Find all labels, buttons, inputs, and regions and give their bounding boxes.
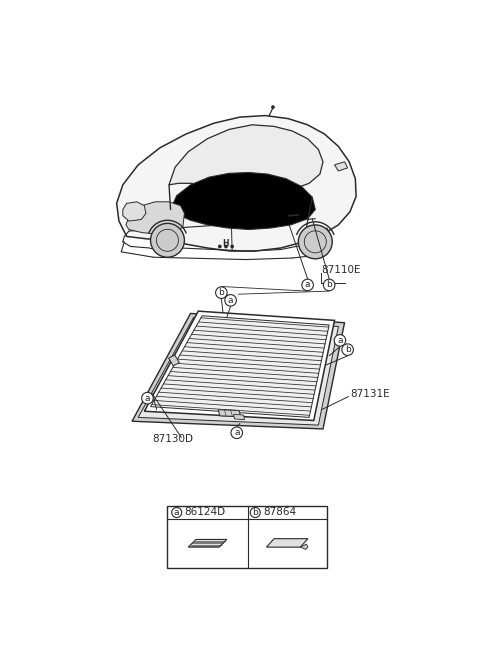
Circle shape xyxy=(250,508,260,517)
Circle shape xyxy=(231,246,233,248)
Polygon shape xyxy=(126,202,184,234)
Polygon shape xyxy=(123,202,146,221)
Text: a: a xyxy=(337,336,343,345)
Polygon shape xyxy=(170,172,315,229)
Text: 87130D: 87130D xyxy=(152,434,193,444)
Circle shape xyxy=(342,344,353,356)
Polygon shape xyxy=(300,544,308,550)
Polygon shape xyxy=(188,540,227,547)
Polygon shape xyxy=(138,317,338,425)
Text: b: b xyxy=(218,288,224,297)
Circle shape xyxy=(172,508,182,517)
Polygon shape xyxy=(218,409,240,417)
Text: a: a xyxy=(174,508,180,517)
Circle shape xyxy=(151,223,184,257)
Polygon shape xyxy=(132,314,345,429)
Circle shape xyxy=(225,246,227,248)
Polygon shape xyxy=(169,125,323,194)
Circle shape xyxy=(216,287,227,299)
Circle shape xyxy=(272,106,274,108)
Polygon shape xyxy=(151,316,329,417)
Text: 87131E: 87131E xyxy=(350,389,390,400)
Polygon shape xyxy=(234,415,244,420)
Text: a: a xyxy=(144,394,150,403)
Text: a: a xyxy=(305,280,311,290)
Text: b: b xyxy=(326,280,332,290)
Circle shape xyxy=(231,427,242,439)
Text: H: H xyxy=(223,239,229,248)
Circle shape xyxy=(302,279,313,291)
Text: a: a xyxy=(228,296,233,305)
Circle shape xyxy=(142,392,153,404)
Text: b: b xyxy=(252,508,258,517)
Bar xyxy=(168,506,327,567)
Text: a: a xyxy=(234,428,240,438)
Polygon shape xyxy=(144,311,335,421)
Circle shape xyxy=(299,225,332,259)
Polygon shape xyxy=(335,162,348,171)
Polygon shape xyxy=(168,355,180,365)
Polygon shape xyxy=(117,115,356,251)
Text: 87864: 87864 xyxy=(263,508,296,517)
Polygon shape xyxy=(266,538,308,547)
Circle shape xyxy=(219,246,221,248)
Circle shape xyxy=(334,335,346,346)
Circle shape xyxy=(225,295,236,306)
Circle shape xyxy=(324,279,335,291)
Text: b: b xyxy=(345,345,350,354)
Text: 86124D: 86124D xyxy=(184,508,226,517)
Text: 87110E: 87110E xyxy=(322,265,361,274)
